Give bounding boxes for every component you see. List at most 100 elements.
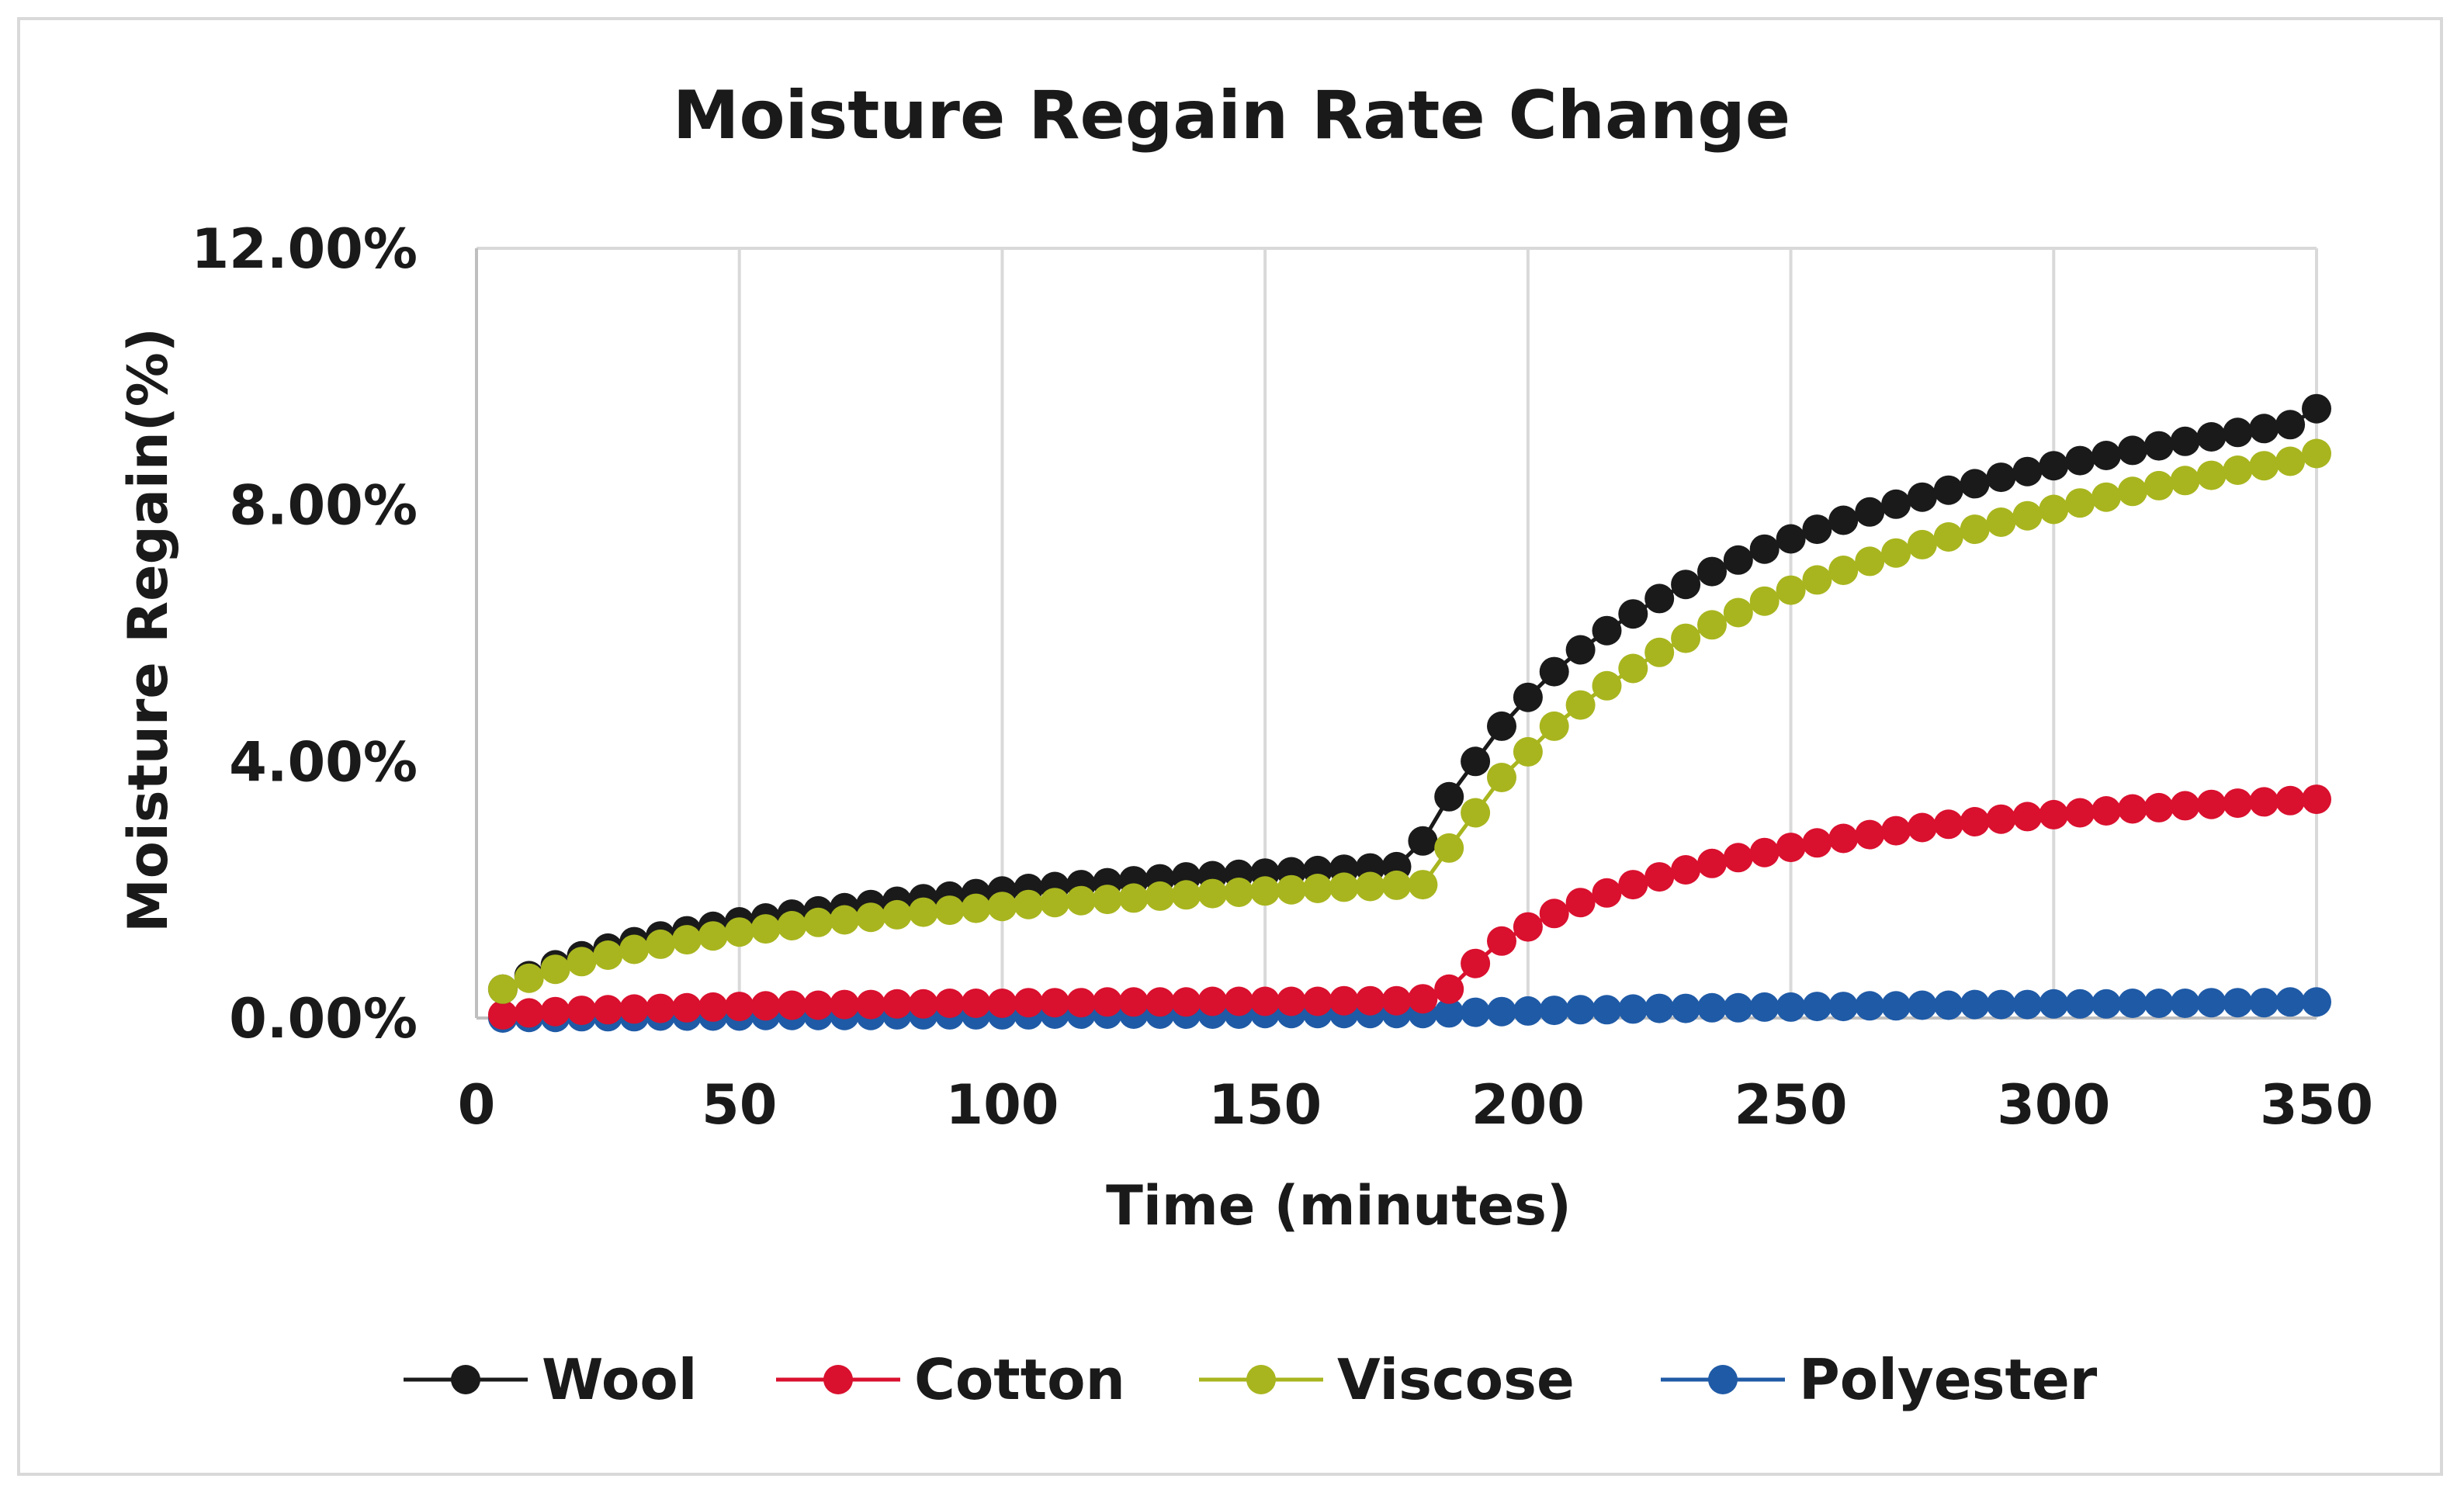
- data-point-polyester: [1776, 992, 1806, 1022]
- data-point-wool: [2039, 451, 2069, 481]
- data-point-viscose: [1145, 881, 1175, 911]
- data-point-cotton: [1749, 837, 1780, 867]
- data-point-wool: [1671, 570, 1701, 600]
- data-point-cotton: [567, 996, 597, 1026]
- data-point-viscose: [1118, 883, 1149, 913]
- data-point-cotton: [2143, 792, 2174, 822]
- data-point-viscose: [2091, 482, 2121, 512]
- data-point-polyester: [1802, 992, 1832, 1022]
- data-point-cotton: [1014, 988, 1044, 1018]
- data-point-wool: [2170, 426, 2200, 456]
- legend-label: Wool: [542, 1347, 697, 1412]
- data-point-wool: [1933, 475, 1963, 505]
- data-point-viscose: [908, 897, 938, 927]
- data-point-viscose: [1461, 798, 1491, 828]
- data-point-polyester: [2012, 989, 2043, 1020]
- data-point-cotton: [1092, 987, 1122, 1017]
- data-point-wool: [2223, 417, 2253, 448]
- data-point-viscose: [1171, 880, 1201, 910]
- data-point-viscose: [1408, 870, 1438, 900]
- data-point-cotton: [1960, 807, 1990, 836]
- data-point-viscose: [2275, 446, 2306, 476]
- legend-item-polyester: Polyester: [1661, 1347, 2098, 1412]
- data-point-viscose: [1066, 885, 1096, 916]
- y-tick-label: 4.00%: [229, 730, 418, 794]
- data-point-cotton: [487, 999, 518, 1030]
- data-point-cotton: [1171, 987, 1201, 1017]
- data-point-viscose: [1487, 763, 1516, 792]
- data-point-cotton: [856, 989, 886, 1020]
- data-point-viscose: [1592, 670, 1622, 701]
- data-point-cotton: [1408, 984, 1438, 1014]
- data-point-cotton: [1671, 855, 1701, 885]
- data-point-cotton: [1277, 986, 1306, 1016]
- gridlines: [477, 247, 2318, 1018]
- data-point-wool: [2012, 456, 2043, 487]
- data-point-polyester: [2143, 989, 2174, 1018]
- data-point-wool: [1618, 599, 1648, 629]
- data-point-polyester: [1986, 989, 2016, 1020]
- data-point-viscose: [567, 947, 597, 977]
- data-point-viscose: [1855, 546, 1885, 577]
- data-point-wool: [2196, 422, 2227, 452]
- data-point-cotton: [1118, 987, 1149, 1017]
- data-point-wool: [1592, 615, 1622, 646]
- data-point-viscose: [698, 921, 728, 951]
- data-point-viscose: [619, 934, 650, 964]
- legend: Wool Cotton Viscose Polyester: [404, 1347, 2098, 1412]
- data-point-viscose: [1960, 514, 1990, 545]
- data-point-cotton: [1487, 926, 1516, 956]
- data-point-viscose: [2039, 494, 2069, 525]
- data-point-viscose: [2196, 460, 2227, 490]
- data-point-cotton: [593, 995, 623, 1025]
- data-point-cotton: [777, 990, 807, 1020]
- data-point-cotton: [1933, 809, 1963, 840]
- data-point-viscose: [777, 911, 807, 940]
- data-point-viscose: [1250, 876, 1281, 906]
- data-point-viscose: [1644, 637, 1675, 667]
- legend-label: Cotton: [914, 1347, 1125, 1412]
- data-point-cotton: [1329, 985, 1359, 1016]
- data-point-polyester: [1960, 989, 1990, 1020]
- legend-item-cotton: Cotton: [776, 1347, 1125, 1412]
- data-point-cotton: [1461, 948, 1491, 978]
- data-point-cotton: [961, 989, 991, 1018]
- data-point-viscose: [1776, 575, 1806, 605]
- data-point-wool: [1828, 505, 1859, 535]
- data-point-viscose: [934, 895, 965, 926]
- data-point-cotton: [514, 998, 544, 1028]
- data-point-cotton: [2275, 785, 2306, 816]
- data-point-viscose: [1014, 889, 1044, 919]
- series-cotton: [487, 784, 2331, 1030]
- data-point-wool: [1776, 524, 1806, 554]
- data-point-cotton: [1723, 843, 1753, 873]
- data-point-cotton: [619, 994, 650, 1024]
- data-point-viscose: [1723, 597, 1753, 628]
- x-tick-label: 200: [1471, 1073, 1585, 1137]
- data-point-cotton: [2302, 784, 2331, 815]
- data-point-cotton: [1513, 912, 1543, 942]
- data-point-viscose: [1224, 878, 1254, 907]
- data-point-viscose: [1513, 736, 1543, 767]
- data-point-cotton: [2249, 787, 2279, 817]
- data-point-polyester: [1539, 996, 1569, 1026]
- data-point-viscose: [1618, 653, 1648, 684]
- data-point-viscose: [2223, 455, 2253, 485]
- data-point-cotton: [1828, 823, 1859, 854]
- data-point-wool: [1487, 711, 1516, 741]
- data-point-cotton: [1776, 833, 1806, 863]
- data-point-viscose: [1671, 623, 1701, 653]
- data-point-polyester: [2170, 989, 2200, 1018]
- data-point-polyester: [2275, 987, 2306, 1017]
- data-point-cotton: [724, 992, 754, 1022]
- data-point-viscose: [1092, 885, 1122, 915]
- chart-frame: [17, 17, 2443, 1476]
- data-point-cotton: [934, 989, 965, 1018]
- data-point-cotton: [1381, 985, 1412, 1016]
- data-point-wool: [2143, 431, 2174, 461]
- x-tick-label: 150: [1208, 1073, 1322, 1137]
- x-tick-label: 0: [458, 1073, 496, 1137]
- data-point-viscose: [1197, 878, 1228, 909]
- data-point-cotton: [908, 989, 938, 1019]
